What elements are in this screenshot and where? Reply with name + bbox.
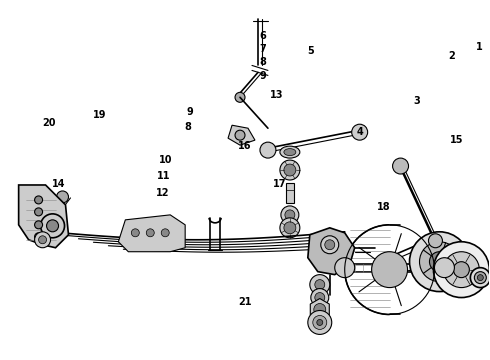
Circle shape (308, 310, 332, 334)
Circle shape (429, 252, 449, 272)
Circle shape (35, 208, 43, 216)
Polygon shape (286, 183, 294, 203)
Text: 15: 15 (450, 135, 464, 145)
Text: 13: 13 (270, 90, 284, 100)
Text: 19: 19 (93, 110, 106, 120)
Circle shape (35, 232, 50, 248)
Circle shape (131, 229, 139, 237)
Text: 11: 11 (157, 171, 171, 181)
Circle shape (315, 280, 325, 289)
Text: 2: 2 (448, 51, 455, 61)
Circle shape (474, 272, 486, 284)
Circle shape (428, 234, 442, 248)
Text: 3: 3 (414, 96, 420, 106)
Circle shape (443, 252, 479, 288)
Circle shape (335, 258, 355, 278)
Circle shape (56, 191, 69, 203)
Polygon shape (228, 125, 255, 145)
Circle shape (280, 218, 300, 238)
Circle shape (39, 236, 47, 244)
Circle shape (285, 210, 295, 220)
Circle shape (453, 262, 469, 278)
Circle shape (314, 303, 326, 315)
Circle shape (392, 158, 409, 174)
Circle shape (161, 229, 169, 237)
Circle shape (419, 242, 460, 282)
Circle shape (352, 124, 368, 140)
Circle shape (311, 289, 329, 306)
Polygon shape (310, 298, 329, 320)
Circle shape (313, 315, 327, 329)
Text: 16: 16 (238, 141, 251, 151)
Circle shape (410, 232, 469, 292)
Circle shape (260, 142, 276, 158)
Text: 14: 14 (52, 179, 66, 189)
Circle shape (315, 293, 325, 302)
Circle shape (477, 275, 483, 280)
Circle shape (235, 92, 245, 102)
Polygon shape (308, 228, 355, 275)
Text: 17: 17 (273, 179, 287, 189)
Circle shape (284, 222, 296, 234)
Ellipse shape (280, 146, 300, 158)
Circle shape (284, 164, 296, 176)
Text: 7: 7 (260, 44, 267, 54)
Text: 18: 18 (377, 202, 391, 212)
Circle shape (325, 240, 335, 250)
Text: 10: 10 (159, 155, 172, 165)
Text: 1: 1 (476, 42, 482, 52)
Text: 4: 4 (356, 127, 363, 136)
Circle shape (281, 206, 299, 224)
Circle shape (434, 242, 490, 298)
Circle shape (35, 233, 43, 241)
Text: 9: 9 (260, 71, 267, 81)
Circle shape (371, 252, 408, 288)
Circle shape (147, 229, 154, 237)
Circle shape (317, 319, 323, 325)
Text: 12: 12 (156, 188, 169, 198)
Ellipse shape (284, 149, 296, 156)
Text: 8: 8 (260, 57, 267, 67)
Circle shape (48, 213, 57, 223)
Circle shape (47, 220, 58, 232)
Text: 21: 21 (239, 297, 252, 307)
Circle shape (435, 258, 454, 278)
Circle shape (35, 196, 43, 204)
Text: 5: 5 (308, 46, 315, 56)
Polygon shape (19, 185, 69, 248)
Circle shape (280, 160, 300, 180)
Circle shape (41, 214, 65, 238)
Text: 6: 6 (260, 31, 267, 41)
Polygon shape (119, 215, 185, 252)
Text: 8: 8 (184, 122, 191, 132)
Circle shape (321, 236, 339, 254)
Text: 9: 9 (187, 107, 194, 117)
Circle shape (470, 268, 490, 288)
Circle shape (35, 221, 43, 229)
Circle shape (235, 130, 245, 140)
Circle shape (310, 275, 330, 294)
Text: 20: 20 (42, 118, 56, 128)
